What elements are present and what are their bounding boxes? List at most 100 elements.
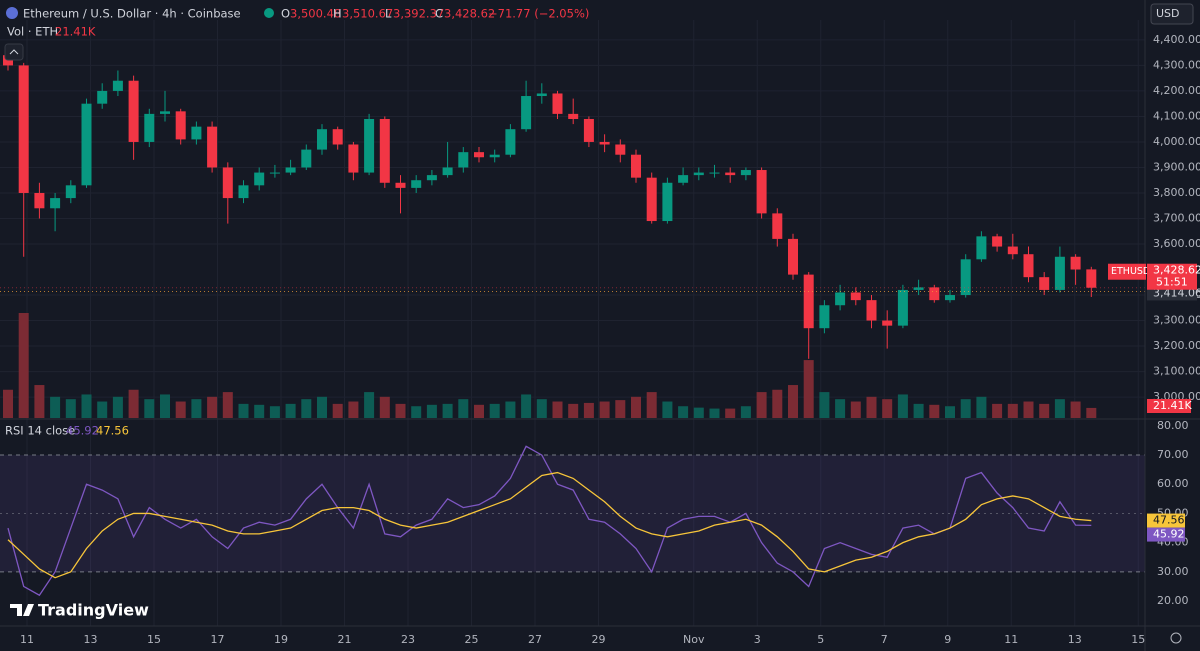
volume-bar [112,396,123,418]
rsi-ma-legend-value: 47.56 [96,424,129,438]
countdown: 51:51 [1156,276,1188,289]
x-tick-label: 7 [881,633,888,646]
rsi-last-box [1147,527,1185,542]
x-tick-label: 25 [465,633,479,646]
change: −71.77 (−2.05%) [488,7,589,21]
x-tick-label: 29 [592,633,606,646]
candle-body [662,182,673,222]
candle-body [65,185,76,199]
volume-bar [866,396,877,418]
rsi-tick-label: 70.00 [1157,448,1189,461]
candle-body [285,167,296,173]
volume-bar [913,403,924,418]
volume-bar [222,392,233,418]
volume-bar [945,406,955,418]
candle-body [191,126,202,140]
candle-body [583,118,594,142]
volume-bar [505,401,516,418]
candle-body [725,172,736,176]
y-tick-label: 3,800.00 [1153,186,1200,199]
candle-body [112,80,123,91]
collapse-icon [9,49,19,55]
volume-bar [1039,403,1050,418]
ohlc-key: L [385,7,392,21]
volume-bar [960,399,971,418]
volume-bar [709,408,720,418]
candle-body [426,175,437,181]
volume-bar [568,403,579,418]
candle-body [505,129,516,155]
volume-bar [740,406,751,418]
candle-body [18,65,29,193]
volume-bar [301,399,312,418]
candle-body [458,152,469,168]
x-tick-label: 9 [944,633,951,646]
collapse-button[interactable] [4,43,24,61]
candle-body [379,118,390,183]
x-tick-label: 17 [211,633,225,646]
settings-gear [1170,632,1182,644]
candle-body [34,192,45,209]
rsi-ma-line [7,471,1092,579]
volume-bar [772,389,783,418]
market-status[interactable] [264,8,274,18]
candle-body [254,172,265,186]
candle-body [693,172,704,176]
candle-body [175,111,186,140]
x-tick-label: 13 [1068,633,1082,646]
candle-body [850,292,861,301]
ohlc-value: 3,510.67 [342,7,393,21]
y-tick-label: 3,300.00 [1153,314,1200,327]
volume-legend: Vol · ETH [7,25,58,39]
volume-bar [348,401,359,418]
ohlc: O 3,500.48 H 3,510.67 L 3,392.37 C 3,428… [281,7,589,21]
candle-body [128,80,139,142]
rsi-ma-last-label: 47.56 [1153,514,1185,527]
candle-body [819,305,830,329]
y-tick-label: 3,100.00 [1153,365,1200,378]
volume-last-label: 21.41K [1153,399,1192,412]
y-tick-label: 4,100.00 [1153,109,1200,122]
y-tick-label: 4,200.00 [1153,84,1200,97]
volume-bar [144,399,155,418]
volume-bar [3,389,13,418]
volume-bar [160,394,170,418]
x-tick-label: 11 [20,633,34,646]
volume-bar [175,401,186,418]
x-tick-label: 15 [1131,633,1145,646]
ohlc-key: C [435,7,443,21]
candle-body [317,129,327,150]
settings-icon[interactable] [1170,632,1182,644]
candle-body [992,236,1003,247]
candle-body [599,141,610,145]
candle-body [803,274,814,329]
candle-body [160,111,170,114]
candle-body [332,129,343,145]
volume-bar [458,399,469,418]
x-tick-label: 13 [84,633,98,646]
candle-body [929,287,940,301]
volume-bar [18,313,29,418]
x-tick-label: Nov [683,633,705,646]
candle-body [866,300,877,321]
x-tick-label: 21 [338,633,352,646]
symbol-tag-box [1108,263,1146,280]
volume-bar [1086,407,1097,418]
y-tick-label: 3,200.00 [1153,339,1200,352]
volume-bar [426,404,437,418]
volume-bar [269,406,280,418]
ohlc-value: 3,392.37 [393,7,444,21]
candle-body [646,177,657,222]
volume-bar [285,403,296,418]
y-tick-label: 4,000.00 [1153,135,1200,148]
currency-dropdown[interactable] [1150,3,1194,25]
x-tick-label: 11 [1004,633,1018,646]
volume-bar [599,401,610,418]
candle-body [97,90,108,104]
candle-body [1039,277,1050,290]
symbol-title: Ethereum / U.S. Dollar · 4h · Coinbase [23,7,241,21]
candle-body [144,113,155,142]
volume-bar [254,404,265,418]
